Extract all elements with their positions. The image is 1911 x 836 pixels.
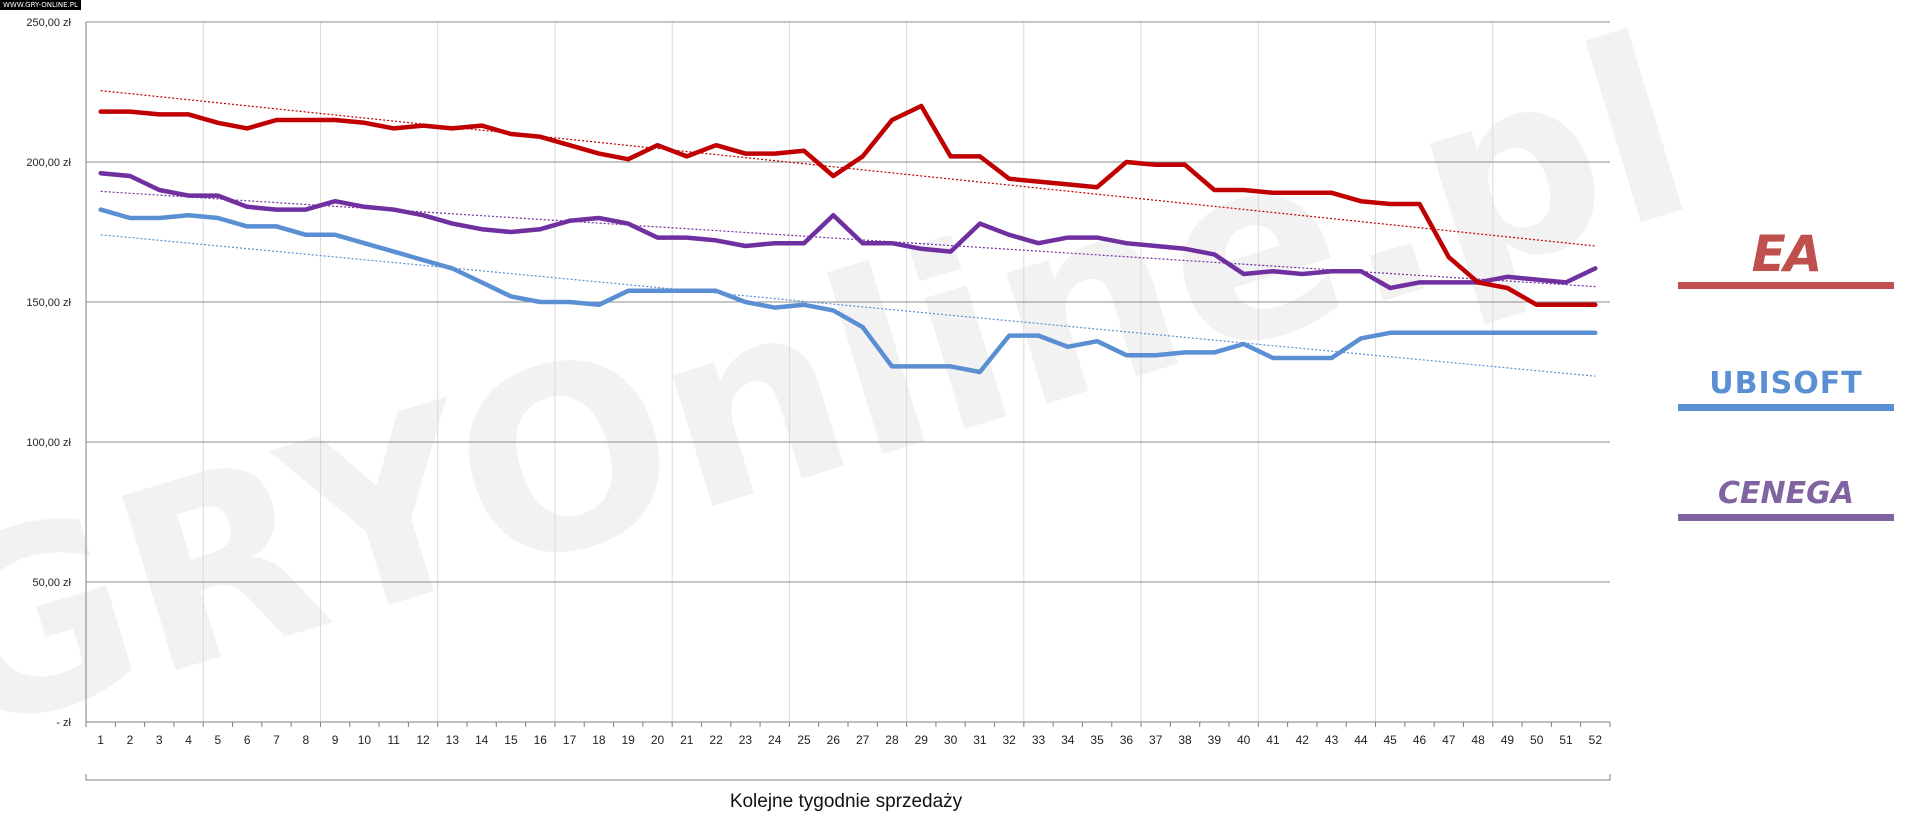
x-tick-label: 45 (1384, 733, 1398, 747)
x-tick-label: 3 (156, 733, 163, 747)
x-tick-label: 24 (768, 733, 782, 747)
x-tick-label: 50 (1530, 733, 1544, 747)
x-tick-label: 20 (651, 733, 665, 747)
x-tick-label: 6 (244, 733, 251, 747)
x-tick-label: 40 (1237, 733, 1251, 747)
x-tick-label: 12 (416, 733, 430, 747)
y-tick-label: 150,00 zł (26, 297, 71, 309)
legend-ubisoft-bar (1678, 404, 1894, 411)
x-axis-label: Kolejne tygodnie sprzedaży (730, 791, 963, 812)
x-tick-label: 52 (1589, 733, 1603, 747)
x-tick-label: 14 (475, 733, 489, 747)
x-tick-label: 34 (1061, 733, 1075, 747)
x-tick-label: 25 (797, 733, 811, 747)
x-tick-label: 36 (1120, 733, 1134, 747)
x-tick-label: 26 (827, 733, 841, 747)
watermark-text: GRYOnline.pl (0, 0, 1720, 793)
x-tick-label: 37 (1149, 733, 1163, 747)
legend-ea: EA (1678, 228, 1894, 289)
x-tick-label: 39 (1208, 733, 1222, 747)
legend-ea-logo: EA (1751, 225, 1823, 283)
x-tick-label: 35 (1090, 733, 1104, 747)
x-tick-label: 43 (1325, 733, 1339, 747)
y-tick-label: 50,00 zł (32, 577, 71, 589)
x-tick-label: 23 (739, 733, 753, 747)
x-tick-label: 49 (1501, 733, 1515, 747)
legend-cenega: CENEGA (1678, 476, 1894, 521)
x-tick-label: 28 (885, 733, 899, 747)
x-tick-label: 30 (944, 733, 958, 747)
x-tick-label: 32 (1003, 733, 1017, 747)
x-tick-label: 11 (387, 733, 400, 747)
legend-ea-bar (1678, 282, 1894, 289)
legend-ubisoft-logo: UBISOFT (1709, 366, 1863, 401)
x-tick-label: 9 (332, 733, 339, 747)
x-tick-label: 21 (680, 733, 694, 747)
x-tick-label: 38 (1178, 733, 1192, 747)
x-tick-label: 17 (563, 733, 577, 747)
y-tick-label: 250,00 zł (26, 17, 71, 29)
x-tick-label: 10 (358, 733, 372, 747)
series-line-cenega (98, 170, 1598, 291)
y-tick-label: 200,00 zł (26, 157, 71, 169)
x-tick-label: 7 (273, 733, 280, 747)
x-tick-label: 41 (1266, 733, 1280, 747)
x-tick-label: 44 (1354, 733, 1368, 747)
series-line-ubisoft (98, 207, 1598, 375)
x-tick-label: 15 (504, 733, 518, 747)
x-tick-label: 42 (1296, 733, 1310, 747)
x-tick-label: 46 (1413, 733, 1427, 747)
x-tick-label: 5 (215, 733, 222, 747)
x-tick-label: 27 (856, 733, 870, 747)
x-tick-label: 4 (185, 733, 192, 747)
y-tick-label: 100,00 zł (26, 437, 71, 449)
x-tick-label: 22 (709, 733, 723, 747)
legend-ubisoft: UBISOFT (1678, 366, 1894, 411)
y-tick-label: - zł (56, 717, 71, 729)
source-label: WWW.GRY-ONLINE.PL (0, 0, 81, 10)
x-tick-label: 19 (622, 733, 636, 747)
legend-cenega-bar (1678, 514, 1894, 521)
x-tick-label: 33 (1032, 733, 1046, 747)
x-tick-label: 48 (1471, 733, 1485, 747)
x-tick-label: 31 (973, 733, 987, 747)
x-axis-title-bracket (85, 774, 1611, 781)
x-tick-label: 13 (446, 733, 460, 747)
trendline-ea (100, 90, 1596, 247)
x-tick-label: 29 (915, 733, 929, 747)
legend-cenega-logo: CENEGA (1718, 476, 1854, 511)
x-tick-label: 8 (302, 733, 309, 747)
x-tick-label: 2 (127, 733, 134, 747)
x-tick-label: 1 (97, 733, 104, 747)
x-tick-label: 51 (1559, 733, 1573, 747)
x-tick-label: 16 (534, 733, 548, 747)
series-line-ea (98, 103, 1598, 308)
x-tick-label: 47 (1442, 733, 1456, 747)
x-tick-label: 18 (592, 733, 606, 747)
